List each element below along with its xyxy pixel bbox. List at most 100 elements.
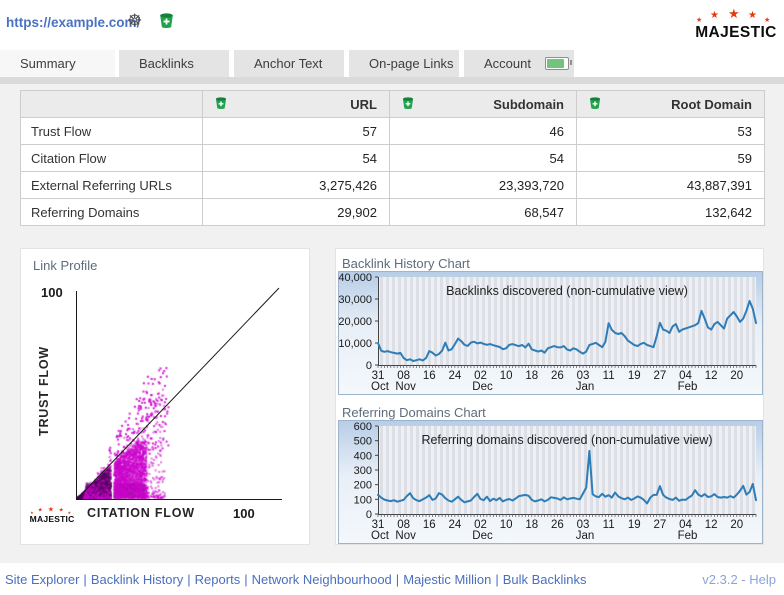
svg-text:26: 26 (551, 370, 564, 382)
svg-text:10,000: 10,000 (338, 338, 372, 350)
svg-text:10: 10 (500, 370, 513, 382)
header: https://example.com/ ☸ ★ ★ ★ ★ ★ MAJESTI… (0, 0, 784, 50)
tab-anchor-text[interactable]: Anchor Text (234, 50, 344, 77)
root-domain-column-header: Root Domain (577, 91, 765, 118)
trust-flow-subdomain: 46 (390, 118, 577, 145)
svg-text:16: 16 (423, 370, 436, 382)
row-label: External Referring URLs (21, 172, 203, 199)
svg-text:100: 100 (354, 494, 372, 506)
svg-text:300: 300 (354, 465, 372, 477)
majestic-mini-logo-stars: ★ ★ ★ ★ ★ (29, 505, 75, 515)
svg-text:Oct: Oct (371, 530, 390, 542)
tab-bar-bottom-strip (0, 77, 784, 84)
citation-flow-subdomain: 54 (390, 145, 577, 172)
settings-wheel-icon[interactable]: ☸ (127, 12, 142, 29)
bucket-icon-url[interactable] (215, 96, 227, 113)
subdomain-column-header: Subdomain (390, 91, 577, 118)
backlink-history-chart-title: Backlink History Chart (342, 256, 470, 271)
ext-ref-urls-url: 3,275,426 (203, 172, 390, 199)
footer-link-reports[interactable]: Reports (195, 572, 241, 587)
svg-text:Jan: Jan (576, 530, 595, 542)
charts-panel: Backlink History Chart 010,00020,00030,0… (335, 248, 764, 545)
svg-text:20,000: 20,000 (338, 316, 372, 328)
ref-domains-subdomain: 68,547 (390, 199, 577, 226)
bucket-icon-root-domain[interactable] (589, 96, 601, 113)
majestic-mini-logo-text: MAJESTIC (29, 515, 75, 525)
trust-flow-root-domain: 53 (577, 118, 765, 145)
svg-text:20: 20 (730, 370, 743, 382)
link-profile-panel: Link Profile 100 TRUST FLOW CITATION FLO… (20, 248, 310, 545)
svg-text:19: 19 (628, 519, 641, 531)
svg-text:Jan: Jan (576, 381, 595, 393)
ref-domains-root-domain: 132,642 (577, 199, 765, 226)
svg-text:Dec: Dec (472, 530, 493, 542)
table-row-external-referring-urls: External Referring URLs 3,275,426 23,393… (21, 172, 765, 199)
ext-ref-urls-root-domain: 43,887,391 (577, 172, 765, 199)
table-row-referring-domains: Referring Domains 29,902 68,547 132,642 (21, 199, 765, 226)
footer-link-network-neighbourhood[interactable]: Network Neighbourhood (252, 572, 392, 587)
tab-bar: Summary Backlinks Anchor Text On-page Li… (0, 50, 784, 77)
tab-on-page-links[interactable]: On-page Links (349, 50, 459, 77)
tab-backlinks[interactable]: Backlinks (119, 50, 229, 77)
svg-text:26: 26 (551, 519, 564, 531)
svg-text:20: 20 (730, 519, 743, 531)
majestic-logo-stars: ★ ★ ★ ★ ★ (694, 6, 778, 24)
majestic-mini-logo: ★ ★ ★ ★ ★ MAJESTIC (29, 505, 75, 525)
footer-link-bulk-backlinks[interactable]: Bulk Backlinks (503, 572, 587, 587)
row-label: Citation Flow (21, 145, 203, 172)
majestic-logo-text: MAJESTIC (694, 24, 778, 42)
footer-link-backlink-history[interactable]: Backlink History (91, 572, 183, 587)
svg-text:18: 18 (525, 519, 538, 531)
footer-link-site-explorer[interactable]: Site Explorer (5, 572, 79, 587)
table-row-citation-flow: Citation Flow 54 54 59 (21, 145, 765, 172)
footer-links: Site Explorer|Backlink History|Reports|N… (5, 572, 587, 587)
metric-column-header (21, 91, 203, 118)
svg-text:Nov: Nov (395, 381, 416, 393)
ref-domains-url: 29,902 (203, 199, 390, 226)
trust-flow-url: 57 (203, 118, 390, 145)
svg-text:Dec: Dec (472, 381, 493, 393)
table-row-trust-flow: Trust Flow 57 46 53 (21, 118, 765, 145)
svg-text:18: 18 (525, 370, 538, 382)
footer: Site Explorer|Backlink History|Reports|N… (0, 563, 784, 595)
svg-text:27: 27 (653, 519, 666, 531)
footer-link-majestic-million[interactable]: Majestic Million (403, 572, 491, 587)
citation-flow-max-label: 100 (233, 506, 255, 521)
svg-text:Referring domains discovered (: Referring domains discovered (non-cumula… (421, 433, 712, 447)
add-to-bucket-icon[interactable] (159, 12, 174, 32)
svg-text:12: 12 (705, 519, 718, 531)
page-url-link[interactable]: https://example.com/ (6, 15, 140, 30)
citation-flow-root-domain: 59 (577, 145, 765, 172)
svg-text:11: 11 (603, 519, 615, 531)
help-link[interactable]: Help (749, 572, 776, 587)
summary-metrics-table: URL Subdomain Root Domain Trust Flow 57 … (20, 90, 765, 226)
svg-text:Feb: Feb (678, 381, 698, 393)
version-text: v2.3.2 - Help (702, 572, 776, 587)
svg-text:Feb: Feb (678, 530, 698, 542)
content-area: URL Subdomain Root Domain Trust Flow 57 … (0, 84, 784, 563)
ext-ref-urls-subdomain: 23,393,720 (390, 172, 577, 199)
svg-text:30,000: 30,000 (338, 294, 372, 306)
citation-flow-url: 54 (203, 145, 390, 172)
svg-text:27: 27 (653, 370, 666, 382)
referring-domains-chart-title: Referring Domains Chart (342, 405, 486, 420)
citation-flow-axis-line (76, 499, 282, 500)
svg-text:600: 600 (354, 421, 372, 433)
svg-text:500: 500 (354, 436, 372, 448)
citation-flow-axis-label: CITATION FLOW (87, 506, 195, 520)
majestic-extension-popup: https://example.com/ ☸ ★ ★ ★ ★ ★ MAJESTI… (0, 0, 784, 595)
svg-text:200: 200 (354, 480, 372, 492)
svg-text:12: 12 (705, 370, 718, 382)
bucket-icon-subdomain[interactable] (402, 96, 414, 113)
table-header-row: URL Subdomain Root Domain (21, 91, 765, 118)
svg-text:16: 16 (423, 519, 436, 531)
row-label: Trust Flow (21, 118, 203, 145)
svg-text:19: 19 (628, 370, 641, 382)
tab-account[interactable]: Account (464, 50, 574, 77)
row-label: Referring Domains (21, 199, 203, 226)
svg-text:Oct: Oct (371, 381, 390, 393)
tab-summary[interactable]: Summary (0, 50, 115, 77)
svg-text:400: 400 (354, 450, 372, 462)
svg-text:24: 24 (448, 519, 461, 531)
svg-text:10: 10 (500, 519, 513, 531)
